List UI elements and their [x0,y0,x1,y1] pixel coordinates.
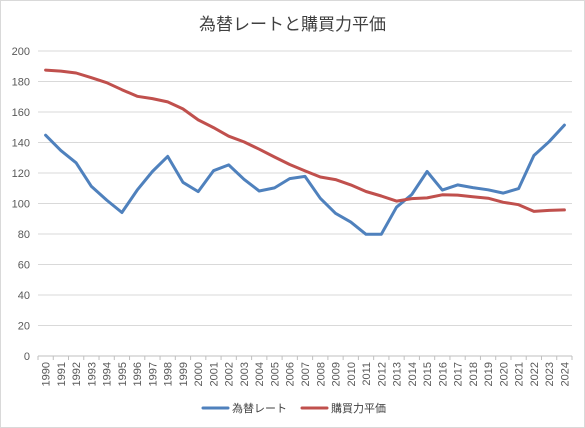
x-tick-label: 1993 [86,362,98,386]
x-tick-label: 2020 [498,362,510,386]
y-tick-label: 180 [12,77,30,89]
y-axis-tick-labels: 0 20 40 60 80 100 120 140 160 180 200 [12,46,30,363]
x-tick-label: 2004 [254,362,266,386]
x-tick-label: 2008 [315,362,327,386]
x-tick-label: 2017 [453,362,465,386]
x-tick-label: 2022 [529,362,541,386]
x-tick-label: 1991 [56,362,68,386]
x-tick-label: 2012 [376,362,388,386]
x-tick-label: 2011 [361,362,373,386]
x-tick-label: 2023 [544,362,556,386]
x-tick-label: 1992 [71,362,83,386]
gridlines [37,50,573,360]
x-tick-label: 2009 [331,362,343,386]
series-line-1 [44,123,566,236]
series-lines [44,68,566,236]
x-tick-label: 1997 [147,362,159,386]
y-tick-label: 0 [24,351,30,363]
y-tick-label: 20 [18,321,30,333]
x-tick-label: 2024 [559,362,571,386]
x-tick-label: 2010 [346,362,358,386]
x-tick-label: 1998 [163,362,175,386]
y-tick-label: 200 [12,46,30,58]
x-tick-label: 2014 [407,362,419,386]
x-tick-label: 2000 [193,362,205,386]
x-tick-label: 2002 [224,362,236,386]
y-tick-label: 40 [18,290,30,302]
legend: 為替レート 購買力平価 [201,401,386,415]
x-tick-label: 2015 [422,362,434,386]
y-tick-label: 60 [18,260,30,272]
x-tick-label: 2001 [208,362,220,386]
y-tick-label: 160 [12,107,30,119]
y-tick-label: 120 [12,168,30,180]
series-line-2 [44,68,566,213]
chart-title: 為替レートと購買力平価 [199,15,386,35]
x-tick-label: 2013 [392,362,404,386]
x-tick-label: 1995 [117,362,129,386]
x-tick-label: 2003 [239,362,251,386]
x-tick-label: 1994 [102,362,114,386]
x-tick-label: 2019 [483,362,495,386]
x-tick-label: 2005 [269,362,281,386]
x-tick-label: 2006 [285,362,297,386]
y-tick-label: 100 [12,199,30,211]
x-tick-label: 2007 [300,362,312,386]
x-tick-label: 2021 [514,362,526,386]
x-tick-label: 1990 [41,362,53,386]
x-axis-tick-labels: 1990 1991 1992 1993 1994 1995 1996 1997 1998 1999… [41,362,572,386]
x-tick-label: 1996 [132,362,144,386]
legend-label-2: 購買力平価 [331,401,386,415]
x-tick-label: 2016 [437,362,449,386]
x-tick-label: 2018 [468,362,480,386]
y-tick-label: 140 [12,138,30,150]
x-tick-label: 1999 [178,362,190,386]
y-tick-label: 80 [18,229,30,241]
legend-label-1: 為替レート [232,401,287,415]
